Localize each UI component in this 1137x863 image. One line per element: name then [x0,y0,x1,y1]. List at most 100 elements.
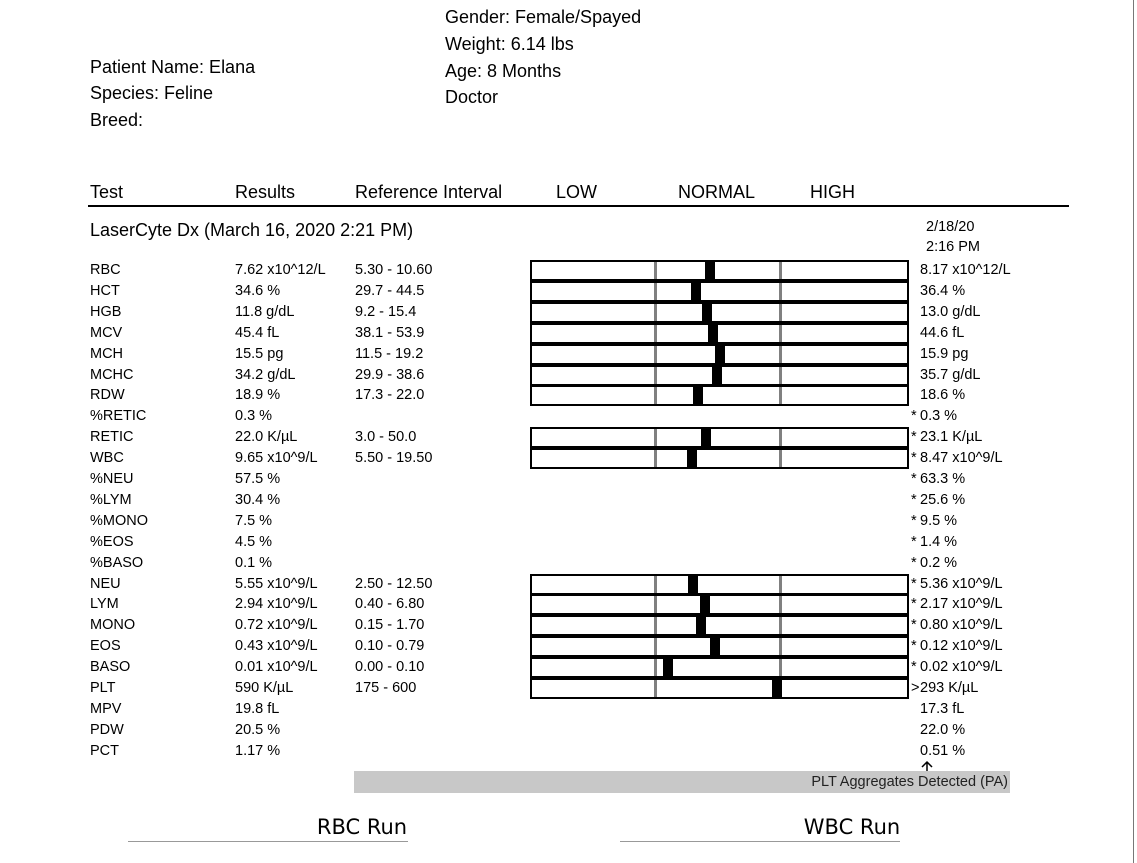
result: 4.5 % [235,533,273,550]
result: 7.5 % [235,512,273,529]
previous-result: 293 K/µL [920,679,979,696]
reference-interval: 0.00 - 0.10 [355,658,425,675]
result-marker [687,450,698,468]
note-text: PLT Aggregates Detected (PA) [811,774,1008,790]
previous-result: 44.6 fL [920,324,965,341]
range-divider [779,450,782,468]
result: 5.55 x10^9/L [235,575,318,592]
previous-flag: * [911,470,917,487]
range-divider [654,680,657,697]
previous-result: 0.02 x10^9/L [920,658,1003,675]
test-name: MPV [90,700,122,717]
range-divider [779,366,782,384]
test-name: BASO [90,658,131,675]
range-divider [654,617,657,635]
range-bar [530,427,909,449]
previous-result: 5.36 x10^9/L [920,575,1003,592]
age: Age: 8 Months [445,61,562,81]
header-test: Test [90,182,124,202]
result-marker [692,387,703,405]
result-marker [691,282,702,300]
range-divider [654,345,657,363]
previous-result: 0.51 % [920,742,966,759]
header-high: HIGH [810,182,855,202]
result: 34.6 % [235,282,281,299]
previous-flag: * [911,491,917,508]
range-bar [530,280,909,302]
breed: Breed: [90,110,144,130]
previous-flag: * [911,428,917,445]
reference-interval: 3.0 - 50.0 [355,428,417,445]
result: 1.17 % [235,742,281,759]
range-bar [530,573,909,595]
result: 2.94 x10^9/L [235,596,318,613]
test-name: PDW [90,721,124,738]
section-title: LaserCyte Dx (March 16, 2020 2:21 PM) [90,220,414,240]
result: 9.65 x10^9/L [235,449,318,466]
previous-result: 8.47 x10^9/L [920,449,1003,466]
range-bar [530,448,909,470]
previous-result: 0.80 x10^9/L [920,617,1003,634]
range-divider [654,429,657,447]
test-name: MCHC [90,366,134,383]
header-reference: Reference Interval [355,182,503,202]
range-divider [779,345,782,363]
range-divider [779,324,782,342]
range-divider [779,596,782,614]
test-name: HCT [90,282,120,299]
reference-interval: 5.30 - 10.60 [355,261,433,278]
result-marker [772,680,783,697]
result: 0.1 % [235,554,273,571]
result: 7.62 x10^12/L [235,261,326,278]
result-marker [704,262,715,279]
range-bar [530,343,909,365]
previous-result: 18.6 % [920,387,966,404]
result-marker [714,345,725,363]
range-bar [530,636,909,658]
previous-result: 22.0 % [920,721,966,738]
range-bar [530,657,909,679]
previous-result: 23.1 K/µL [920,428,983,445]
test-name: %RETIC [90,408,147,425]
test-name: %BASO [90,554,144,571]
previous-flag: * [911,596,917,613]
header-rule [88,205,1069,207]
previous-result: 0.3 % [920,408,958,425]
range-divider [779,262,782,279]
test-name: RETIC [90,428,134,445]
result-marker [711,366,722,384]
result: 18.9 % [235,387,281,404]
test-name: PCT [90,742,119,759]
result: 0.72 x10^9/L [235,617,318,634]
range-divider [654,303,657,321]
range-bar [530,364,909,386]
range-divider [654,262,657,279]
reference-interval: 0.15 - 1.70 [355,617,425,634]
reference-interval: 2.50 - 12.50 [355,575,433,592]
header-low: LOW [556,182,598,202]
range-bar [530,385,909,407]
test-name: %MONO [90,512,148,529]
test-name: RDW [90,387,125,404]
previous-result: 25.6 % [920,491,966,508]
header-results: Results [235,182,296,202]
range-divider [654,575,657,593]
previous-result: 8.17 x10^12/L [920,261,1011,278]
rbc-rule [128,841,408,842]
test-name: NEU [90,575,121,592]
reference-interval: 17.3 - 22.0 [355,387,425,404]
test-name: RBC [90,261,121,278]
result: 0.01 x10^9/L [235,658,318,675]
result: 15.5 pg [235,345,284,362]
range-divider [779,617,782,635]
test-name: MONO [90,617,136,634]
range-divider [654,387,657,405]
range-divider [654,638,657,656]
previous-flag: * [911,554,917,571]
result: 57.5 % [235,470,281,487]
previous-result: 2.17 x10^9/L [920,596,1003,613]
range-bar [530,322,909,344]
previous-result: 17.3 fL [920,700,965,717]
patient-name: Patient Name: Elana [90,57,256,77]
